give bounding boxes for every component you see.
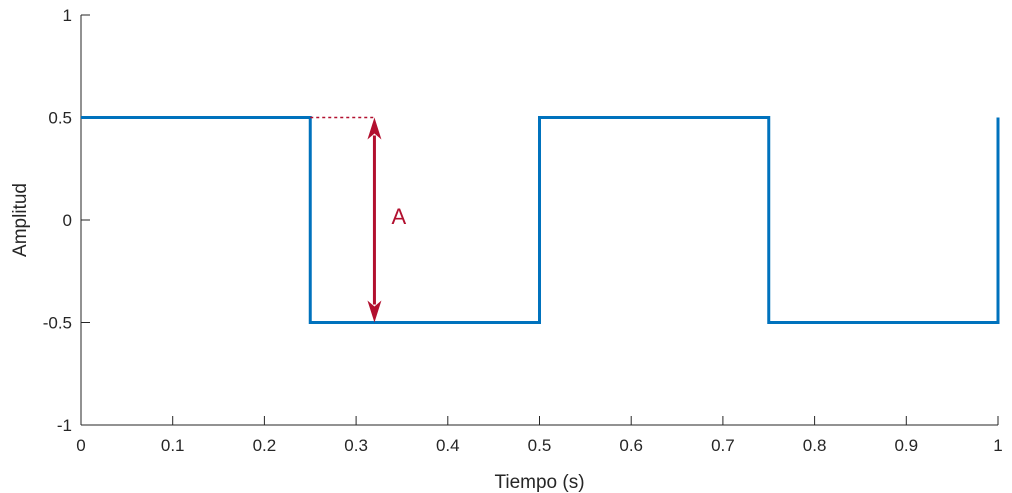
x-tick-label: 0.6	[619, 436, 643, 455]
y-tick-label: 1	[63, 6, 72, 25]
annotation-arrowhead-up	[367, 117, 382, 140]
series	[81, 116, 1000, 324]
x-tick-label: 0	[76, 436, 85, 455]
y-tick-label: 0	[63, 211, 72, 230]
x-tick-label: 1	[993, 436, 1002, 455]
series-line	[81, 116, 1000, 324]
y-tick-label: -1	[57, 416, 72, 435]
annotation-label: A	[391, 204, 406, 229]
y-tick-label: -0.5	[43, 314, 72, 333]
x-tick-label: 0.5	[528, 436, 552, 455]
x-tick-label: 0.1	[161, 436, 185, 455]
x-tick-label: 0.4	[436, 436, 460, 455]
ticks: 0 0.1 0.2 0.3 0.4 0.5 0.6 0.7 0.8 0.9 1 -1 -0.5 0 0.5 1	[43, 6, 1003, 455]
x-axis-title: Tiempo (s)	[494, 472, 584, 493]
x-tick-label: 0.9	[894, 436, 918, 455]
x-tick-label: 0.8	[803, 436, 827, 455]
y-tick-label: 0.5	[48, 109, 72, 128]
annotation-arrowhead-down	[367, 300, 382, 323]
x-tick-label: 0.3	[344, 436, 368, 455]
y-axis-title: Amplitud	[10, 183, 31, 257]
x-tick-label: 0.7	[711, 436, 735, 455]
amplitude-annotation: A	[310, 116, 406, 323]
x-tick-label: 0.2	[253, 436, 277, 455]
